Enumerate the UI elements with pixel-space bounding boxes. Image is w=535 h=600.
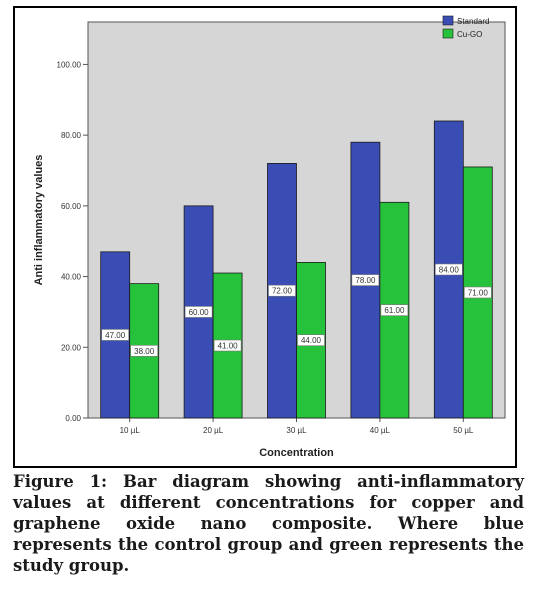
data-label: 47.00 [105, 331, 126, 340]
data-label-box [101, 329, 129, 341]
y-tick-label: 60.00 [61, 202, 82, 211]
data-label-box [184, 306, 213, 318]
y-tick-label: 40.00 [61, 273, 82, 282]
data-label: 71.00 [468, 288, 489, 297]
y-tick-label: 100.00 [57, 60, 82, 69]
data-label-box [351, 274, 380, 286]
data-label-box [434, 263, 463, 276]
data-label-box [463, 286, 492, 299]
y-tick-label: 20.00 [61, 343, 82, 352]
data-label: 41.00 [218, 342, 239, 351]
data-label-box [297, 334, 325, 347]
data-label-box [130, 345, 158, 357]
x-tick-label: 50 µL [453, 426, 474, 435]
data-label-box [268, 284, 296, 297]
data-label: 78.00 [355, 276, 376, 285]
bar-chart: 0.00 20.00 40.00 60.00 80.00 100.00 Anti infla… [33, 15, 506, 459]
legend-swatch-standard [442, 15, 454, 26]
figure-caption: Figure 1: Bar diagram showing anti-infla… [13, 472, 524, 575]
data-label: 44.00 [301, 336, 322, 345]
x-axis-title: Concentration [259, 447, 334, 459]
legend-label-standard: Standard [457, 17, 489, 26]
legend-label-cu-go: Cu-GO [457, 30, 482, 39]
y-axis-title: Anti inflammatory values [33, 155, 45, 286]
data-label-box [213, 339, 242, 352]
x-tick-label: 40 µL [370, 426, 391, 435]
x-tick-label: 10 µL [120, 426, 141, 435]
legend-swatch-cu-go [442, 28, 454, 39]
y-tick-label: 0.00 [65, 414, 81, 423]
data-label: 61.00 [384, 306, 405, 315]
data-label: 60.00 [189, 308, 210, 317]
x-tick-label: 20 µL [203, 426, 224, 435]
data-label-box [380, 304, 409, 316]
chart-frame: 0.00 20.00 40.00 60.00 80.00 100.00 Anti infla… [13, 6, 517, 468]
data-label: 38.00 [134, 347, 155, 356]
data-label: 84.00 [439, 266, 460, 275]
x-tick-label: 30 µL [286, 426, 307, 435]
y-tick-label: 80.00 [61, 131, 82, 140]
data-label: 72.00 [272, 287, 293, 296]
